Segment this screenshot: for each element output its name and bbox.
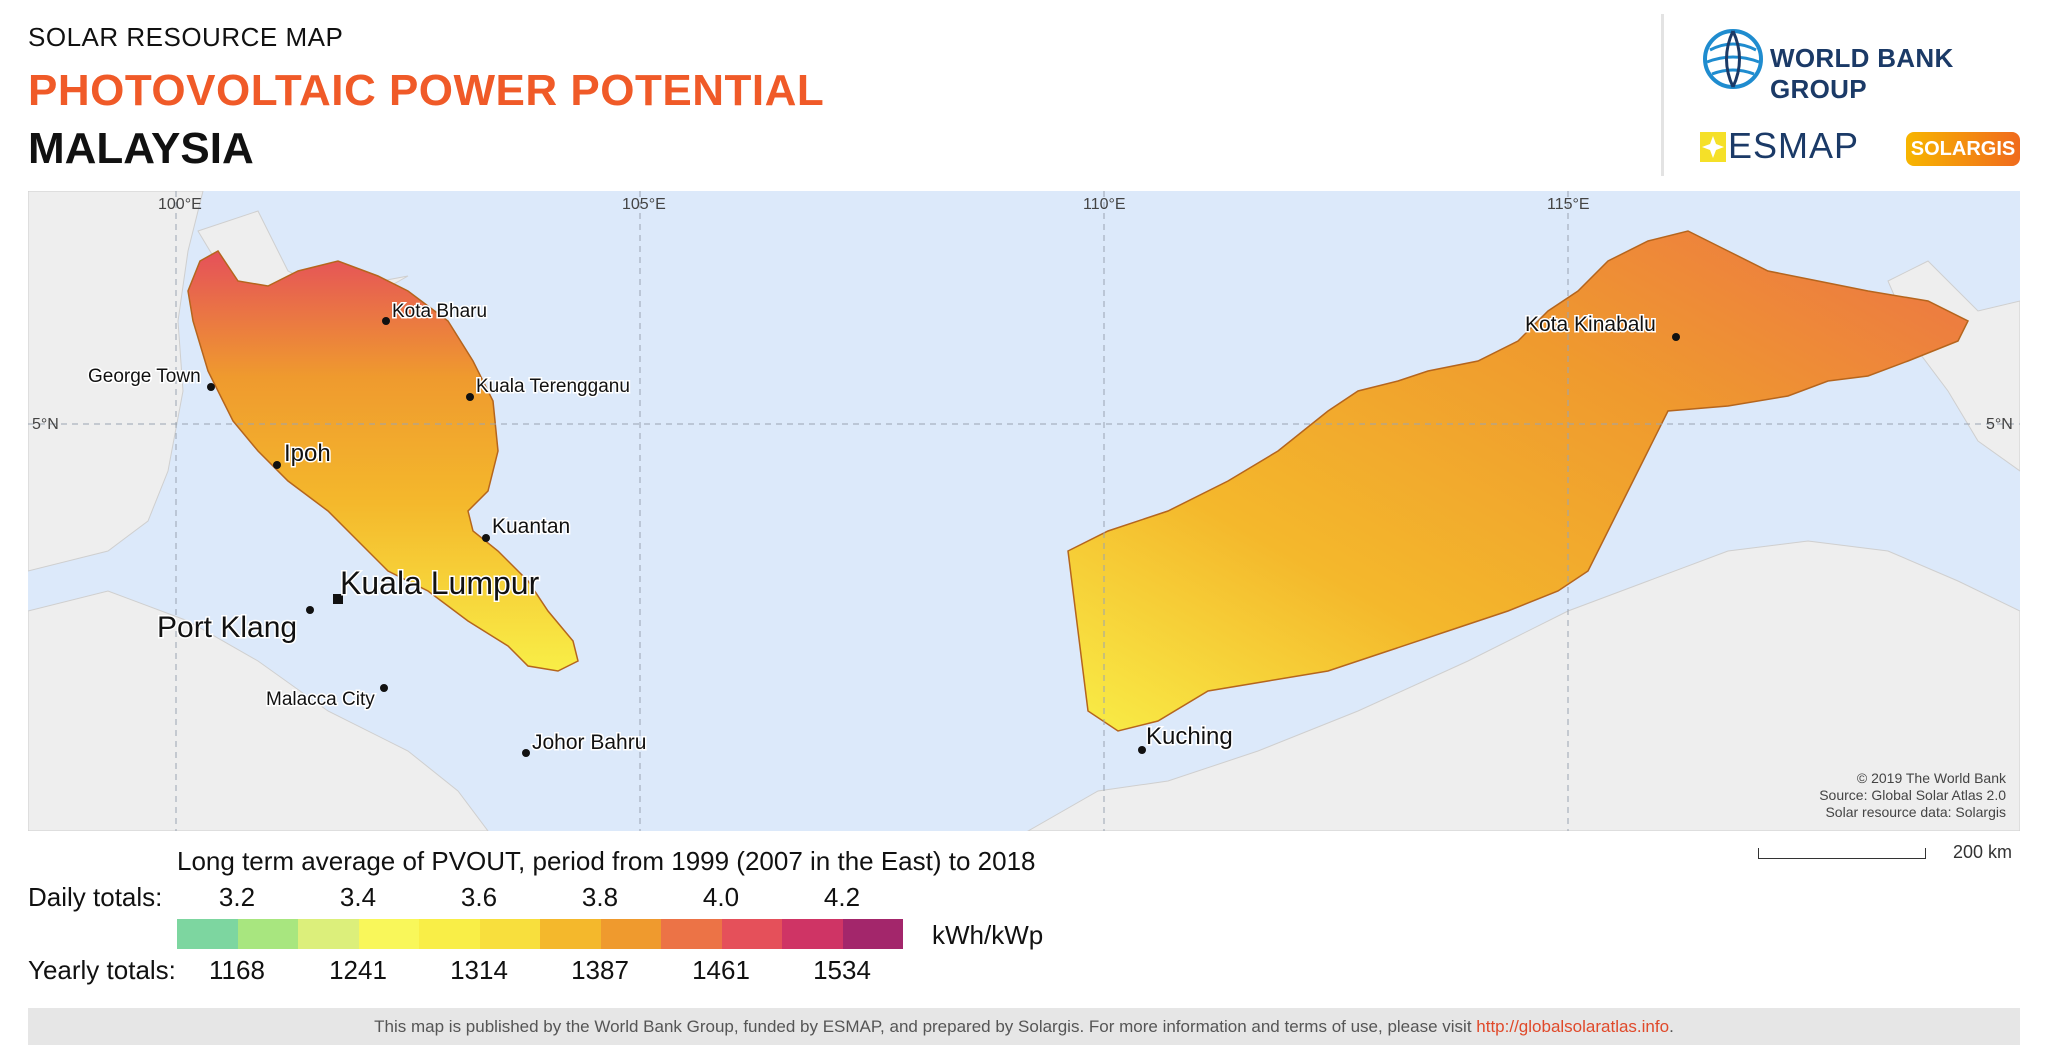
legend-color-bar [177,919,903,949]
footer-end: . [1669,1017,1674,1036]
solargis-logo: SOLARGIS [1906,132,2020,166]
city-marker-kuala-terengganu [466,393,474,401]
map-panel[interactable]: 100°E 105°E 110°E 115°E 5°N 5°N Kota Bha… [28,191,2020,831]
kalimantan-land [1026,540,2020,831]
daily-value: 3.4 [339,882,377,912]
legend-swatch [600,919,661,949]
latitude-label-right: 5°N [1986,416,2013,433]
daily-value: 4.2 [823,882,861,912]
scale-bar-label: 200 km [1953,842,2013,862]
legend-swatch [782,919,843,949]
legend-swatch [177,919,238,949]
country-title: MALAYSIA [28,124,254,173]
city-label-kuala-terengganu: Kuala Terengganu [476,376,630,397]
footer-link[interactable]: http://globalsolaratlas.info [1476,1017,1670,1036]
map-credits: © 2019 The World Bank Source: Global Sol… [1819,770,2006,821]
daily-value: 3.2 [218,882,256,912]
city-label-kuantan: Kuantan [492,515,570,538]
yearly-value: 1387 [571,955,629,985]
thailand-land [28,191,204,572]
yearly-value: 1534 [813,955,871,985]
graticule [28,191,2020,831]
city-label-kota-kinabalu: Kota Kinabalu [1525,313,1656,336]
header-divider [1661,14,1664,176]
legend-swatch [419,919,480,949]
city-marker-kuantan [482,534,490,542]
city-marker-johor-bahru [522,749,530,757]
city-marker-george-town [207,383,215,391]
map-title: PHOTOVOLTAIC POWER POTENTIAL [28,66,825,115]
city-marker-ipoh [273,461,281,469]
city-marker-port-klang [306,606,314,614]
world-bank-globe-icon [1703,29,1763,89]
city-label-johor-bahru: Johor Bahru [532,731,646,754]
credit-line: © 2019 The World Bank [1856,770,2006,786]
city-marker-kota-bharu [382,317,390,325]
longitude-label-110: 110°E [1083,196,1126,213]
longitude-label-100: 100°E [158,196,202,213]
city-label-george-town: George Town [88,366,201,387]
yearly-value: 1168 [209,955,265,985]
philippines-land [1887,260,2020,472]
legend-title: Long term average of PVOUT, period from … [177,846,1036,876]
legend-swatch [540,919,601,949]
longitude-label-115: 115°E [1547,196,1590,213]
esmap-logo-text: ESMAP [1728,125,1860,166]
city-label-kuching: Kuching [1146,723,1233,750]
legend-swatch [358,919,419,949]
daily-value: 4.0 [702,882,740,912]
yearly-value: 1314 [450,955,508,985]
map-subtitle: SOLAR RESOURCE MAP [28,22,344,52]
city-marker-kota-kinabalu [1672,333,1680,341]
city-label-ipoh: Ipoh [284,440,331,467]
legend-swatch [237,919,298,949]
city-markers [207,317,1680,757]
legend-unit: kWh/kWp [932,920,1044,950]
yearly-value: 1461 [692,955,750,985]
yearly-totals-label: Yearly totals: [28,955,176,985]
daily-totals-label: Daily totals: [28,882,163,912]
city-label-port-klang: Port Klang [157,611,297,644]
longitude-label-105: 105°E [622,196,666,213]
city-label-malacca-city: Malacca City [266,689,375,710]
footer-text: This map is published by the World Bank … [374,1017,1477,1036]
daily-value: 3.6 [460,882,498,912]
city-label-kuala-lumpur: Kuala Lumpur [340,565,540,601]
latitude-label-left: 5°N [32,416,59,433]
legend-swatch [721,919,782,949]
credit-line: Solar resource data: Solargis [1825,804,2006,820]
daily-value: 3.8 [581,882,619,912]
city-label-kota-bharu: Kota Bharu [392,301,487,322]
east-malaysia [1067,230,1970,732]
peninsular-malaysia [187,250,579,672]
legend-swatch [298,919,359,949]
city-marker-kuala-lumpur [333,594,343,604]
legend-swatch [661,919,722,949]
legend-swatch [842,919,903,949]
legend-swatch [479,919,540,949]
footer-note: This map is published by the World Bank … [28,1008,2020,1045]
map-canvas: 100°E 105°E 110°E 115°E 5°N 5°N Kota Bha… [28,191,2020,831]
world-bank-logo-text: WORLD BANK GROUP [1770,43,1954,104]
yearly-value: 1241 [329,955,387,985]
esmap-star-icon [1700,132,1726,162]
sumatra-land [28,590,489,831]
scale-bar [1758,848,1926,859]
credit-line: Source: Global Solar Atlas 2.0 [1819,787,2006,803]
city-marker-kuching [1138,746,1146,754]
city-marker-malacca-city [380,684,388,692]
